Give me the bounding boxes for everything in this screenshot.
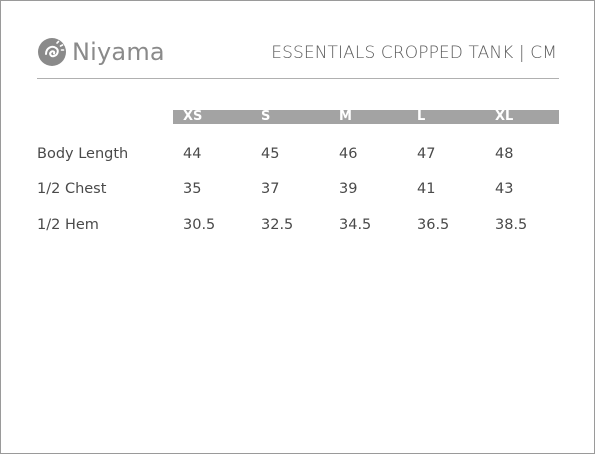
brand-name: Niyama [72, 38, 165, 66]
size-header-l: L [417, 109, 426, 124]
niyama-logo-icon [38, 38, 66, 66]
table-cell: 48 [495, 146, 514, 162]
table-cell: 30.5 [183, 217, 216, 233]
row-label-half-chest: 1/2 Chest [37, 181, 107, 197]
table-cell: 46 [339, 146, 358, 162]
size-header-xs: XS [183, 109, 203, 124]
table-cell: 47 [417, 146, 436, 162]
table-cell: 44 [183, 146, 202, 162]
table-cell: 35 [183, 181, 202, 197]
header-divider [37, 78, 559, 79]
table-cell: 36.5 [417, 217, 450, 233]
row-label-half-hem: 1/2 Hem [37, 217, 99, 233]
table-cell: 41 [417, 181, 436, 197]
table-cell: 32.5 [261, 217, 294, 233]
size-header-xl: XL [495, 109, 514, 124]
size-header-bar: XS S M L XL [173, 110, 559, 124]
table-cell: 34.5 [339, 217, 372, 233]
table-cell: 39 [339, 181, 358, 197]
table-cell: 38.5 [495, 217, 528, 233]
document-title: ESSENTIALS CROPPED TANK | CM [271, 43, 557, 63]
table-cell: 45 [261, 146, 280, 162]
table-cell: 37 [261, 181, 280, 197]
row-label-body-length: Body Length [37, 146, 129, 162]
brand-logo: Niyama [37, 37, 165, 67]
size-header-s: S [261, 109, 271, 124]
size-header-m: M [339, 109, 352, 124]
table-cell: 43 [495, 181, 514, 197]
